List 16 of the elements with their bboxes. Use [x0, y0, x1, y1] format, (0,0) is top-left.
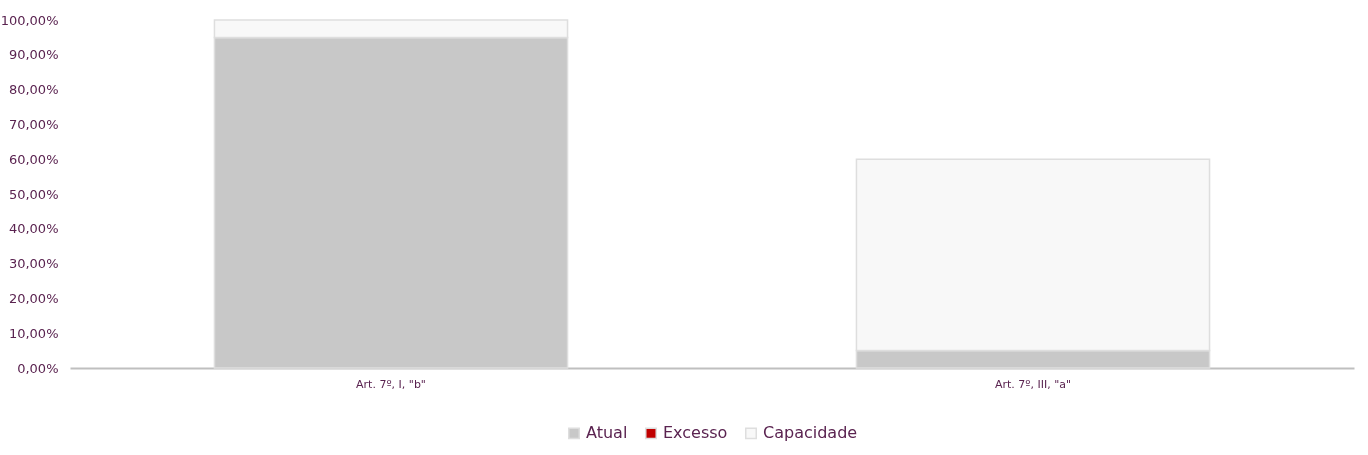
y-tick-label: 80,00%	[8, 82, 59, 98]
y-tick-label: 0,00%	[17, 360, 59, 376]
y-tick-label: 50,00%	[8, 186, 59, 202]
y-tick-label: 20,00%	[8, 290, 59, 306]
y-tick-label: 60,00%	[8, 151, 59, 167]
legend-label: Atual	[586, 423, 628, 443]
y-tick-label: 90,00%	[8, 47, 59, 63]
x-tick-label: Art. 7º, III, "a"	[994, 377, 1072, 391]
legend-label: Excesso	[663, 423, 728, 443]
y-tick-label: 10,00%	[8, 325, 59, 341]
y-tick-label: 30,00%	[8, 256, 59, 272]
y-tick-label: 70,00%	[8, 116, 59, 132]
legend-label: Capacidade	[763, 423, 858, 443]
x-tick-label: Art. 7º, I, "b"	[356, 377, 426, 391]
y-tick-label: 100,00%	[0, 12, 59, 28]
y-tick-label: 40,00%	[8, 221, 59, 237]
